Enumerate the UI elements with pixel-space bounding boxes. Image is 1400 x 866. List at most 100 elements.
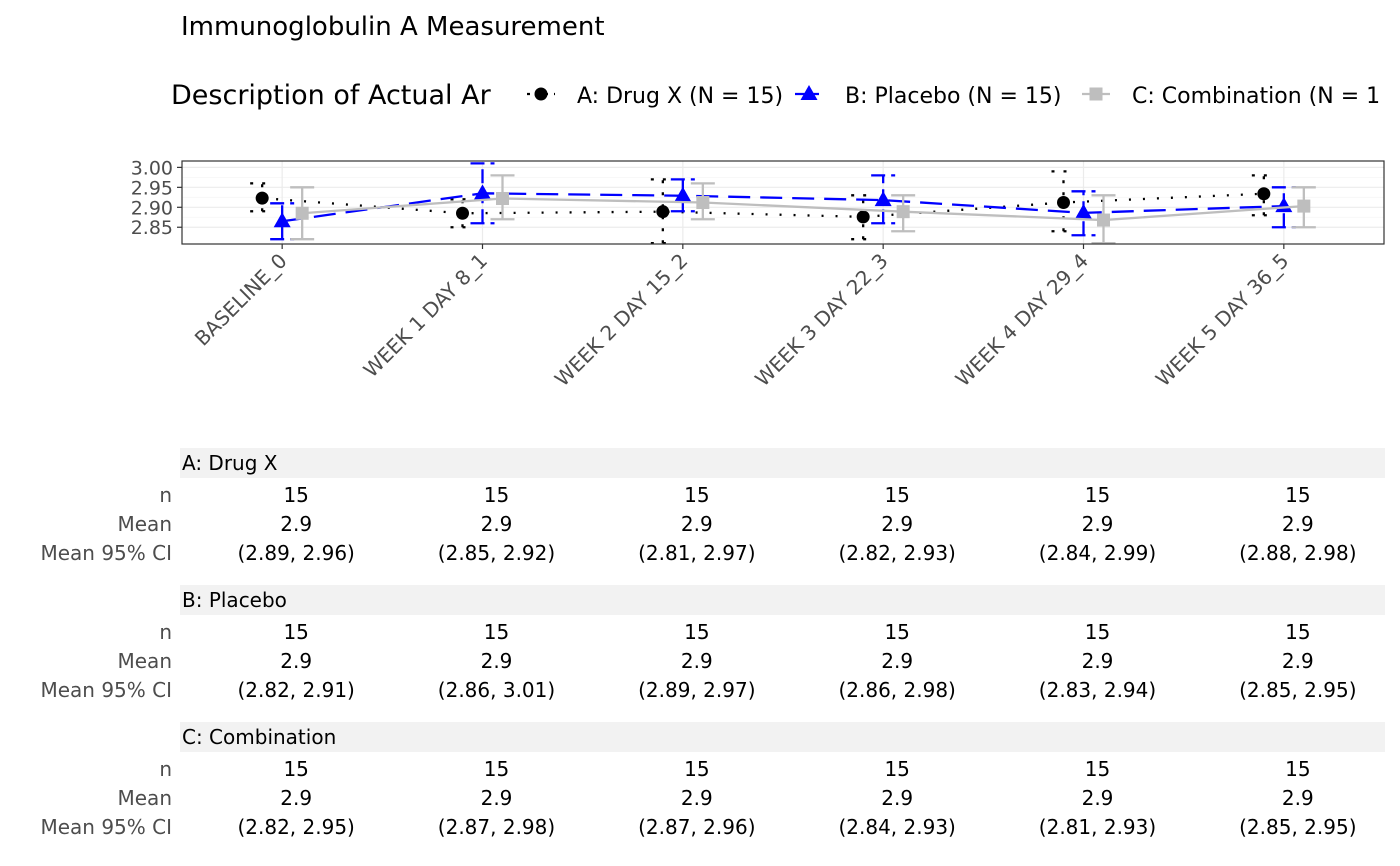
table-cell: (2.83, 2.94) bbox=[1039, 678, 1156, 702]
table-cell: 15 bbox=[684, 483, 709, 507]
data-point bbox=[1097, 213, 1110, 227]
table-cell: (2.87, 2.98) bbox=[438, 815, 555, 839]
x-tick-label: WEEK 2 DAY 15_2 bbox=[550, 249, 693, 392]
table-cell: 15 bbox=[283, 620, 308, 644]
error-bar bbox=[670, 178, 695, 213]
table-cell: 2.9 bbox=[481, 786, 513, 810]
legend-marker-triangle bbox=[800, 85, 818, 100]
table-cell: (2.82, 2.95) bbox=[237, 815, 354, 839]
table-cell: 2.9 bbox=[481, 649, 513, 673]
table-cell: 2.9 bbox=[681, 786, 713, 810]
data-point bbox=[273, 212, 291, 228]
table-cell: 2.9 bbox=[1082, 649, 1114, 673]
table-cell: 15 bbox=[684, 757, 709, 781]
legend-label: A: Drug X (N = 15) bbox=[577, 84, 783, 109]
panel-border bbox=[181, 160, 1385, 245]
table-cell: 15 bbox=[1085, 757, 1110, 781]
table-cell: 15 bbox=[283, 757, 308, 781]
y-tick-label: 2.95 bbox=[131, 177, 173, 199]
legend-marker-circle bbox=[534, 87, 548, 101]
table-group-header bbox=[180, 448, 1385, 478]
table-cell: 2.9 bbox=[1082, 512, 1114, 536]
table-cell: (2.84, 2.93) bbox=[838, 815, 955, 839]
table-cell: 2.9 bbox=[280, 649, 312, 673]
table-row-label: Mean 95% CI bbox=[40, 815, 172, 839]
chart-title: Immunoglobulin A Measurement bbox=[181, 12, 605, 42]
table-group-label: B: Placebo bbox=[182, 588, 287, 612]
table-cell: (2.81, 2.97) bbox=[638, 541, 755, 565]
data-point bbox=[656, 205, 670, 219]
x-tick-label: WEEK 5 DAY 36_5 bbox=[1151, 249, 1294, 392]
table-cell: 15 bbox=[684, 620, 709, 644]
data-point bbox=[874, 191, 892, 207]
plot-area: 2.852.902.953.00 BASELINE_0 WEEK 1 DAY 8_1… bbox=[131, 157, 1385, 392]
series-line bbox=[302, 197, 1304, 222]
table-cell: 15 bbox=[484, 483, 509, 507]
table-row-label: n bbox=[159, 757, 172, 781]
table-row-label: n bbox=[159, 620, 172, 644]
table-cell: (2.82, 2.91) bbox=[237, 678, 354, 702]
y-tick-label: 2.85 bbox=[131, 217, 173, 239]
table-cell: 2.9 bbox=[481, 512, 513, 536]
table-row-label: Mean bbox=[118, 512, 173, 536]
data-point bbox=[255, 191, 269, 205]
data-point bbox=[1297, 199, 1311, 213]
table-cell: 2.9 bbox=[681, 512, 713, 536]
error-bar bbox=[650, 178, 675, 245]
summary-table: A: Drug X n 15 15 15 15 15 15 Mean 2.9 2.9 2.9 2.9 2.… bbox=[40, 448, 1385, 839]
table-group-label: C: Combination bbox=[182, 725, 336, 749]
table-group-label: A: Drug X bbox=[182, 451, 278, 475]
table-cell: 15 bbox=[1085, 483, 1110, 507]
data-point bbox=[696, 196, 710, 209]
error-bar bbox=[851, 194, 876, 241]
legend: Description of Actual Ar A: Drug X (N = … bbox=[171, 80, 1380, 111]
table-cell: 15 bbox=[283, 483, 308, 507]
table-row-label: Mean bbox=[118, 649, 173, 673]
data-point bbox=[674, 186, 692, 202]
table-group-header bbox=[180, 585, 1385, 615]
data-point bbox=[1057, 196, 1070, 209]
table-cell: 15 bbox=[484, 620, 509, 644]
table-cell: (2.87, 2.96) bbox=[638, 815, 755, 839]
table-cell: (2.84, 2.99) bbox=[1039, 541, 1156, 565]
table-cell: 15 bbox=[884, 757, 909, 781]
table-cell: 2.9 bbox=[1282, 512, 1314, 536]
table-cell: (2.85, 2.95) bbox=[1239, 815, 1356, 839]
table-cell: 15 bbox=[1285, 483, 1310, 507]
table-cell: 15 bbox=[1085, 620, 1110, 644]
table-row-label: Mean 95% CI bbox=[40, 541, 172, 565]
data-point bbox=[456, 206, 469, 220]
data-point bbox=[1257, 187, 1271, 201]
legend-label: B: Placebo (N = 15) bbox=[845, 84, 1061, 109]
table-cell: 15 bbox=[884, 483, 909, 507]
y-tick-label: 2.90 bbox=[131, 197, 173, 219]
table-cell: (2.82, 2.93) bbox=[838, 541, 955, 565]
table-cell: 2.9 bbox=[881, 512, 913, 536]
data-point bbox=[1075, 203, 1092, 219]
table-cell: (2.86, 3.01) bbox=[438, 678, 555, 702]
legend-label: C: Combination (N = 1 bbox=[1132, 84, 1380, 109]
series-line bbox=[282, 192, 1284, 223]
table-cell: (2.88, 2.98) bbox=[1239, 541, 1356, 565]
table-row-label: Mean bbox=[118, 786, 173, 810]
table-cell: 15 bbox=[1285, 620, 1310, 644]
data-point bbox=[896, 205, 910, 219]
table-cell: (2.81, 2.93) bbox=[1039, 815, 1156, 839]
legend-marker-square bbox=[1089, 87, 1103, 101]
table-cell: (2.89, 2.96) bbox=[237, 541, 354, 565]
table-cell: (2.86, 2.98) bbox=[838, 678, 955, 702]
table-cell: 2.9 bbox=[280, 786, 312, 810]
y-tick-label: 3.00 bbox=[131, 157, 173, 179]
table-cell: 15 bbox=[1285, 757, 1310, 781]
x-tick-label: WEEK 4 DAY 29_4 bbox=[951, 249, 1094, 392]
table-cell: 2.9 bbox=[280, 512, 312, 536]
error-bar bbox=[1051, 170, 1076, 233]
table-cell: 2.9 bbox=[1282, 786, 1314, 810]
x-tick-label: BASELINE_0 bbox=[190, 249, 292, 351]
table-cell: 15 bbox=[484, 757, 509, 781]
panel-background bbox=[182, 161, 1384, 244]
x-tick-label: WEEK 3 DAY 22_3 bbox=[750, 249, 893, 392]
table-cell: 15 bbox=[884, 620, 909, 644]
error-bar bbox=[1251, 174, 1276, 217]
